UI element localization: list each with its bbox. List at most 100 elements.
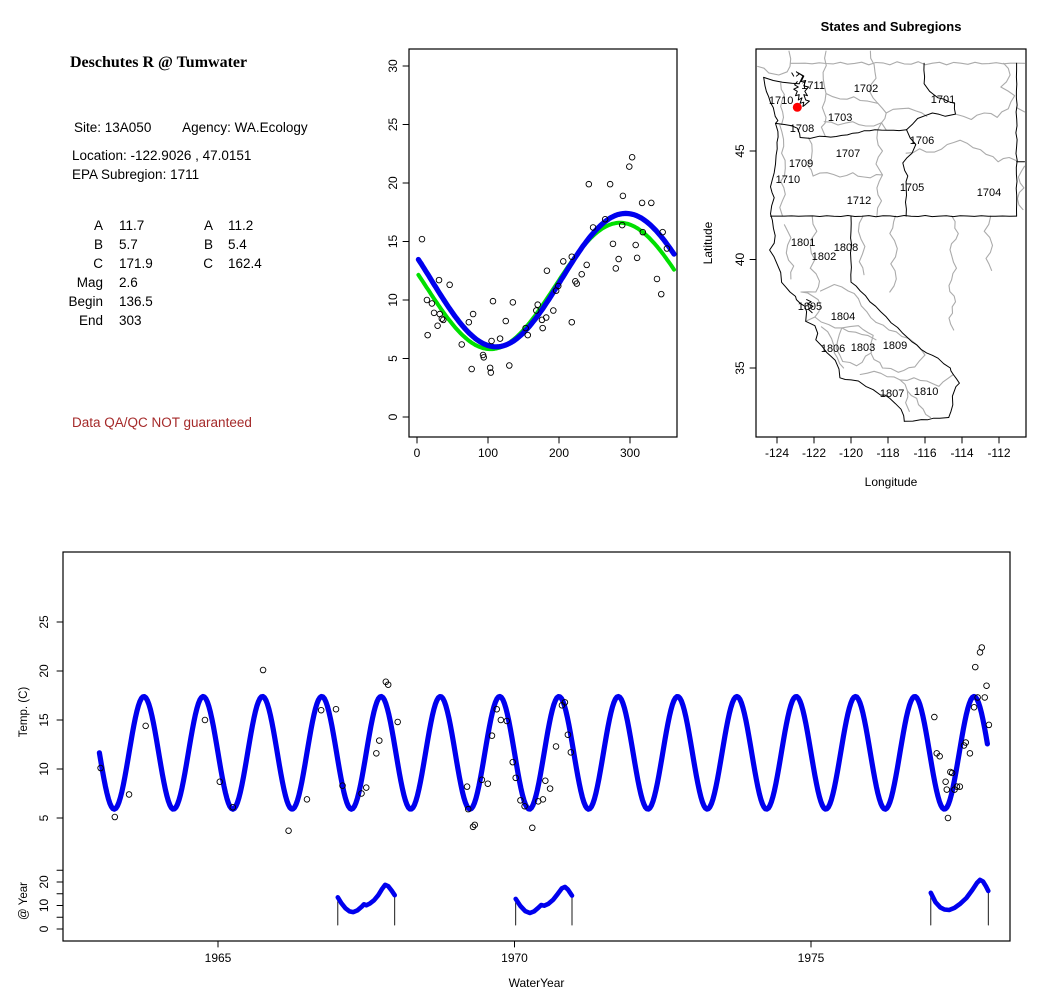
x-tick-label: -116	[913, 446, 936, 460]
y-tick-label: 15	[37, 713, 51, 727]
y-tick-label: 30	[386, 59, 400, 73]
region-label-1807: 1807	[880, 388, 904, 400]
x-tick-label: 100	[478, 446, 498, 460]
data-point	[983, 682, 990, 689]
subregion-boundary	[812, 172, 884, 179]
data-point	[638, 199, 646, 207]
param-value: 2.6	[119, 275, 138, 290]
data-point	[632, 241, 639, 249]
data-point	[560, 258, 567, 265]
region-label-1808: 1808	[834, 242, 858, 254]
data-point	[539, 324, 546, 332]
subregion-boundary	[876, 174, 884, 217]
data-point	[435, 276, 443, 284]
site-value: 13A050	[104, 120, 152, 135]
param-label: C	[93, 256, 103, 271]
plot-box	[408, 48, 678, 438]
region-label-1712: 1712	[847, 195, 871, 207]
region-label-1702: 1702	[854, 83, 878, 95]
param-value: 11.7	[119, 218, 145, 233]
data-point	[332, 705, 340, 713]
x-tick-label: 1970	[501, 951, 528, 965]
data-point	[317, 706, 325, 714]
data-point	[384, 681, 392, 688]
data-point	[363, 784, 370, 791]
state-boundary	[793, 72, 810, 107]
region-label-1710: 1710	[776, 174, 800, 186]
y-tick-label: 5	[386, 355, 400, 362]
x-tick-label: -114	[950, 446, 973, 460]
state-boundary	[906, 62, 956, 131]
data-point	[583, 261, 590, 269]
y-tick-label: 35	[733, 361, 747, 375]
param-value: 171.9	[119, 256, 153, 271]
state-boundary	[850, 215, 960, 418]
x-tick-label: 300	[620, 446, 640, 460]
data-point	[440, 316, 447, 324]
subregion-boundary	[868, 50, 887, 131]
state-boundary	[806, 299, 814, 314]
map-title: States and Subregions	[821, 19, 962, 34]
subregion-boundary	[954, 62, 1016, 121]
data-point	[639, 228, 647, 236]
data-point	[424, 331, 431, 339]
scatter-points	[97, 644, 993, 834]
state-boundary	[902, 129, 917, 217]
data-point	[653, 275, 661, 283]
region-label-1801: 1801	[791, 237, 815, 249]
data-point	[561, 699, 569, 706]
state-boundary	[795, 71, 800, 77]
y-tick-label: 5	[37, 814, 51, 821]
param-value-2: 162.4	[228, 256, 262, 271]
subregion-boundary	[1016, 165, 1025, 211]
data-point	[601, 216, 609, 223]
region-label-1707: 1707	[836, 148, 860, 160]
state-boundary	[763, 76, 905, 422]
x-tick-label: -124	[765, 446, 789, 460]
map-box	[755, 48, 1027, 438]
data-point	[533, 307, 540, 314]
data-point	[471, 821, 479, 829]
y2-tick-label: 0	[37, 925, 51, 932]
seasonal-fit-chart: 0 100 200 300 0 5 10 15 20 25 30	[386, 48, 678, 460]
data-point	[612, 265, 620, 272]
subregion-boundary	[835, 325, 874, 367]
data-point	[663, 245, 671, 252]
param-label-2	[189, 311, 213, 330]
data-point	[469, 823, 477, 831]
data-point	[463, 783, 471, 790]
data-point	[970, 704, 978, 711]
epa-subregion-line: EPA Subregion: 1711	[72, 167, 200, 182]
y-tick-label: 25	[37, 615, 51, 629]
param-value: 5.7	[119, 237, 138, 252]
y-tick-label: 45	[733, 144, 747, 158]
data-point	[948, 769, 956, 777]
data-point	[568, 253, 576, 260]
fit-parameter-table: A 11.7 A 11.2 B 5.7 B 5.4 C 171.9 C 162.4 Mag 2.6 Begi…	[63, 216, 293, 330]
data-point	[509, 299, 517, 306]
data-point	[985, 721, 993, 729]
data-point	[953, 783, 961, 790]
data-point	[944, 814, 952, 822]
subregion-boundary	[806, 137, 814, 177]
data-point	[618, 221, 626, 229]
subregion-boundary	[889, 215, 898, 293]
inset-curve	[513, 884, 575, 916]
data-point	[589, 224, 597, 231]
data-point	[633, 254, 641, 262]
y-axis-title: Temp. (C)	[18, 687, 30, 738]
site-location-marker	[792, 102, 802, 112]
y2-axis-title: @ Year	[18, 882, 30, 920]
data-point	[216, 778, 224, 785]
y-tick-label: 0	[386, 413, 400, 420]
data-point	[552, 743, 560, 750]
data-point	[496, 335, 504, 342]
subregion-boundary	[859, 370, 910, 412]
y-tick-label: 20	[386, 176, 400, 190]
subregion-boundary	[800, 267, 821, 293]
param-label: A	[93, 218, 103, 233]
subregion-boundary	[948, 215, 959, 331]
timeseries-chart: 1965 1970 1975 WaterYear 5 10 15 20 25 Temp. (C) 0…	[18, 551, 1011, 990]
subregion-boundary	[820, 326, 845, 369]
